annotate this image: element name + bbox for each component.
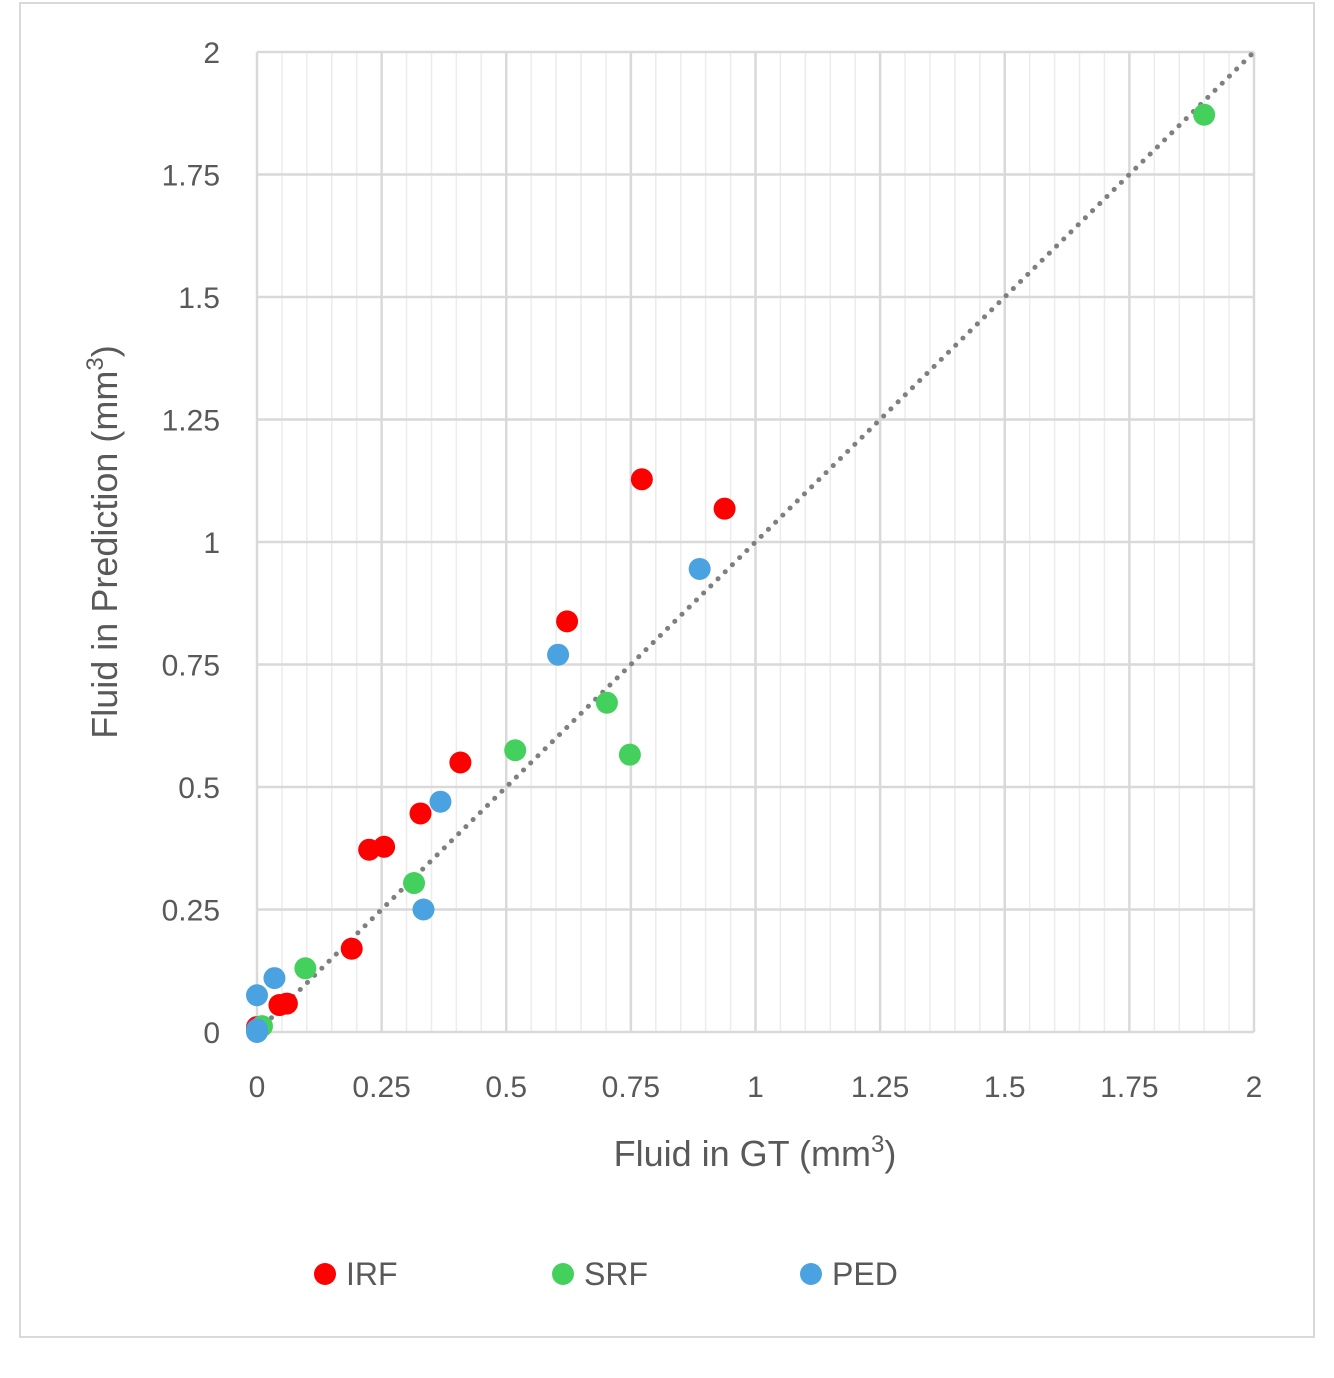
data-point-ped <box>547 643 570 666</box>
y-tick-label: 0.75 <box>162 650 220 683</box>
legend-item-srf: SRF <box>552 1256 648 1292</box>
x-axis-tick-labels: 0 0.25 0.5 0.75 1 1.25 1.5 1.75 2 <box>249 1071 1263 1104</box>
data-point-srf <box>1193 103 1216 126</box>
legend-item-irf: IRF <box>314 1256 398 1292</box>
data-point-ped <box>688 557 711 580</box>
x-axis-title: Fluid in GT (mm3) <box>614 1131 897 1174</box>
data-point-irf <box>713 497 736 520</box>
data-point-ped <box>263 967 286 990</box>
y-axis-tick-labels: 0 0.25 0.5 0.75 1 1.25 1.5 1.75 2 <box>162 37 220 1050</box>
x-tick-label: 2 <box>1246 1071 1263 1104</box>
legend-marker-srf <box>552 1263 574 1285</box>
y-tick-label: 1 <box>203 527 220 560</box>
data-point-irf <box>449 751 472 774</box>
x-tick-label: 1.25 <box>851 1071 909 1104</box>
y-tick-label: 1.25 <box>162 405 220 438</box>
data-point-irf <box>373 835 396 858</box>
series-irf <box>246 468 736 1039</box>
data-point-irf <box>556 610 579 633</box>
y-tick-label: 0 <box>203 1017 220 1050</box>
data-points <box>246 103 1216 1043</box>
y-tick-label: 0.5 <box>178 772 220 805</box>
legend-marker-irf <box>314 1263 336 1285</box>
data-point-ped <box>412 898 435 921</box>
data-point-srf <box>504 739 527 762</box>
legend-item-ped: PED <box>800 1256 898 1292</box>
y-tick-label: 1.5 <box>178 282 220 315</box>
legend: IRF SRF PED <box>314 1256 898 1292</box>
y-tick-label: 2 <box>203 37 220 70</box>
data-point-srf <box>294 957 317 980</box>
y-axis-title: Fluid in Prediction (mm3) <box>82 345 125 738</box>
data-point-ped <box>246 1018 268 1041</box>
series-ped <box>246 557 711 1043</box>
data-point-irf <box>409 802 432 825</box>
x-tick-label: 1 <box>747 1071 764 1104</box>
data-point-srf <box>403 872 426 895</box>
data-point-srf <box>618 743 641 766</box>
x-tick-label: 0.25 <box>352 1071 410 1104</box>
reference-line <box>254 49 1257 1035</box>
chart-area <box>19 2 1315 1338</box>
x-tick-label: 1.75 <box>1100 1071 1158 1104</box>
legend-label-ped: PED <box>832 1256 898 1292</box>
identity-reference-line <box>254 49 1257 1035</box>
data-point-srf <box>595 691 618 714</box>
x-tick-label: 0.5 <box>485 1071 527 1104</box>
legend-label-srf: SRF <box>584 1256 648 1292</box>
legend-label-irf: IRF <box>346 1256 398 1292</box>
x-tick-label: 0 <box>249 1071 266 1104</box>
y-tick-label: 1.75 <box>162 160 220 193</box>
x-tick-label: 1.5 <box>984 1071 1026 1104</box>
data-point-irf <box>275 992 298 1015</box>
x-tick-label: 0.75 <box>602 1071 660 1104</box>
data-point-irf <box>340 937 363 960</box>
data-point-irf <box>630 468 653 491</box>
y-tick-label: 0.25 <box>162 895 220 928</box>
data-point-ped <box>246 984 268 1007</box>
legend-marker-ped <box>800 1263 822 1285</box>
data-point-ped <box>429 790 452 813</box>
